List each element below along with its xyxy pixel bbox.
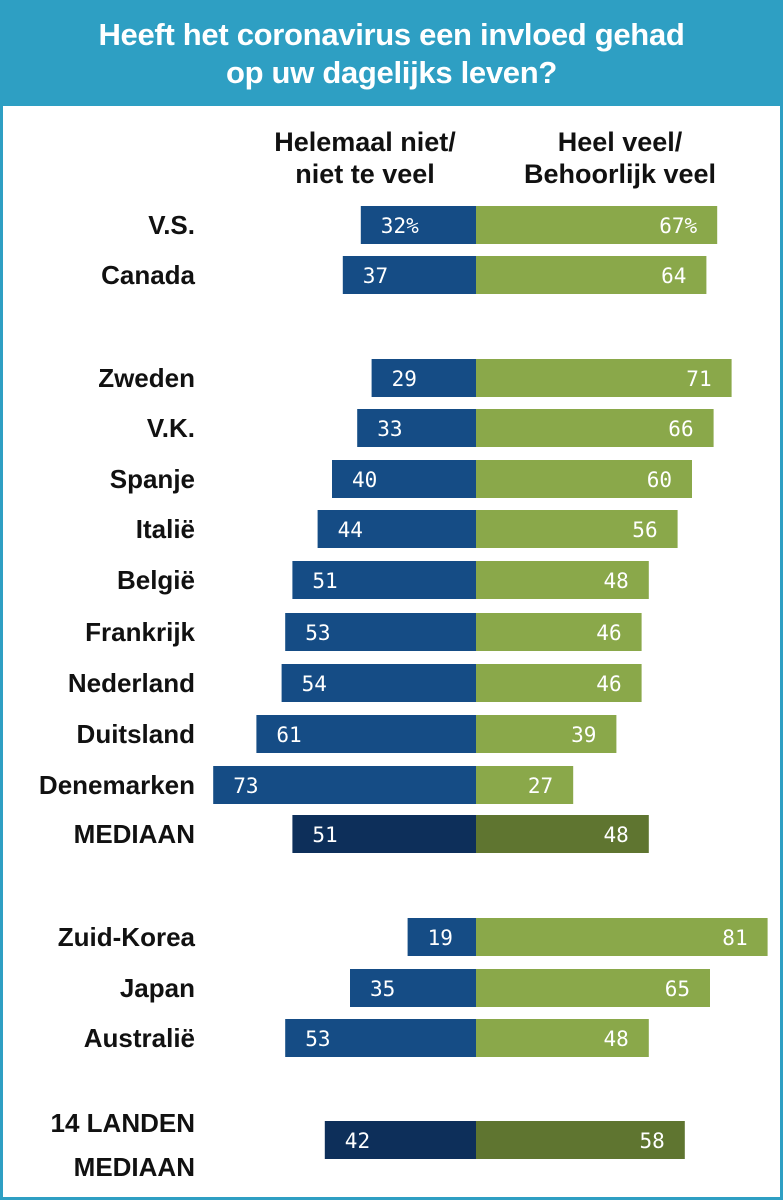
bar-left-belgië — [292, 561, 476, 599]
value-left-belgië: 51 — [312, 569, 337, 593]
country-label-mediaan: MEDIAAN — [74, 819, 195, 849]
value-right-v-k-: 66 — [668, 417, 693, 441]
value-right-nederland: 46 — [596, 672, 621, 696]
chart-title: Heeft het coronavirus een invloed gehad … — [3, 0, 780, 106]
value-left-zuid-korea: 19 — [428, 926, 453, 950]
value-left-spanje: 40 — [352, 468, 377, 492]
country-label-zuid-korea: Zuid-Korea — [58, 922, 196, 952]
bar-left-nederland — [281, 664, 476, 702]
country-label-zweden: Zweden — [98, 363, 195, 393]
value-left-zweden: 29 — [392, 367, 417, 391]
value-left-frankrijk: 53 — [305, 621, 330, 645]
bar-right-14-landen-mediaan — [476, 1121, 685, 1159]
chart-title-line-1: Heeft het coronavirus een invloed gehad — [98, 17, 685, 52]
bar-left-denemarken — [213, 766, 476, 804]
value-left-canada: 37 — [363, 264, 388, 288]
bar-right-japan — [476, 969, 710, 1007]
value-left-italië: 44 — [338, 518, 363, 542]
country-label-belgië: België — [117, 565, 195, 595]
bar-right-v-s- — [476, 206, 718, 244]
value-right-mediaan: 48 — [604, 823, 629, 847]
country-label-v-s-: V.S. — [148, 210, 195, 240]
country-label-japan: Japan — [120, 973, 195, 1003]
country-label-australië: Australië — [84, 1023, 195, 1053]
bar-left-frankrijk — [285, 613, 476, 651]
value-left-denemarken: 73 — [233, 774, 258, 798]
country-label-canada: Canada — [101, 260, 195, 290]
bar-left-v-s- — [360, 206, 476, 244]
value-right-duitsland: 39 — [571, 723, 596, 747]
bar-right-canada — [476, 256, 707, 294]
value-right-zuid-korea: 81 — [722, 926, 747, 950]
bar-right-mediaan — [476, 815, 649, 853]
bar-left-duitsland — [256, 715, 476, 753]
value-left-mediaan: 51 — [312, 823, 337, 847]
bar-left-japan — [350, 969, 476, 1007]
value-right-canada: 64 — [661, 264, 686, 288]
bar-left-14-landen-mediaan — [324, 1121, 476, 1159]
bar-right-spanje — [476, 460, 692, 498]
diverging-bar-chart: Helemaal niet/niet te veel Heel veel/Beho… — [39, 127, 768, 1182]
value-right-frankrijk: 46 — [596, 621, 621, 645]
value-left-japan: 35 — [370, 977, 395, 1001]
bar-right-italië — [476, 510, 678, 548]
country-label-duitsland: Duitsland — [77, 719, 195, 749]
country-label-frankrijk: Frankrijk — [85, 617, 195, 647]
bar-right-zweden — [476, 359, 732, 397]
bar-right-v-k- — [476, 409, 714, 447]
value-right-zweden: 71 — [686, 367, 711, 391]
country-label-14-landen-mediaan-line-1: 14 LANDEN — [51, 1108, 195, 1138]
bar-left-zuid-korea — [407, 918, 476, 956]
bar-left-zweden — [371, 359, 476, 397]
bar-right-frankrijk — [476, 613, 642, 651]
bar-right-zuid-korea — [476, 918, 768, 956]
country-label-denemarken: Denemarken — [39, 770, 195, 800]
value-left-duitsland: 61 — [276, 723, 301, 747]
country-label-italië: Italië — [136, 514, 195, 544]
country-label-spanje: Spanje — [110, 464, 195, 494]
value-right-australië: 48 — [604, 1027, 629, 1051]
country-label-nederland: Nederland — [68, 668, 195, 698]
value-left-v-s-: 32% — [381, 214, 419, 238]
value-right-14-landen-mediaan: 58 — [640, 1129, 665, 1153]
value-right-italië: 56 — [632, 518, 657, 542]
value-right-spanje: 60 — [647, 468, 672, 492]
country-label-v-k-: V.K. — [147, 413, 195, 443]
bar-right-australië — [476, 1019, 649, 1057]
column-header-right-line-2: Behoorlijk veel — [524, 159, 716, 189]
value-left-14-landen-mediaan: 42 — [345, 1129, 370, 1153]
bar-left-australië — [285, 1019, 476, 1057]
bar-right-duitsland — [476, 715, 617, 753]
value-right-japan: 65 — [665, 977, 690, 1001]
bar-left-v-k- — [357, 409, 476, 447]
chart-title-line-2: op uw dagelijks leven? — [225, 55, 558, 90]
value-left-nederland: 54 — [302, 672, 327, 696]
value-right-denemarken: 27 — [528, 774, 553, 798]
bar-right-nederland — [476, 664, 642, 702]
value-right-belgië: 48 — [604, 569, 629, 593]
bar-left-italië — [317, 510, 476, 548]
value-right-v-s-: 67% — [659, 214, 697, 238]
column-header-right-line-1: Heel veel/ — [558, 127, 683, 157]
bar-left-spanje — [332, 460, 476, 498]
column-header-left-line-1: Helemaal niet/ — [274, 127, 456, 157]
bar-right-belgië — [476, 561, 649, 599]
bar-left-mediaan — [292, 815, 476, 853]
column-header-left-line-2: niet te veel — [295, 159, 435, 189]
bar-right-denemarken — [476, 766, 574, 804]
bar-left-canada — [342, 256, 476, 294]
value-left-v-k-: 33 — [377, 417, 402, 441]
country-label-14-landen-mediaan-line-2: MEDIAAN — [74, 1152, 195, 1182]
value-left-australië: 53 — [305, 1027, 330, 1051]
